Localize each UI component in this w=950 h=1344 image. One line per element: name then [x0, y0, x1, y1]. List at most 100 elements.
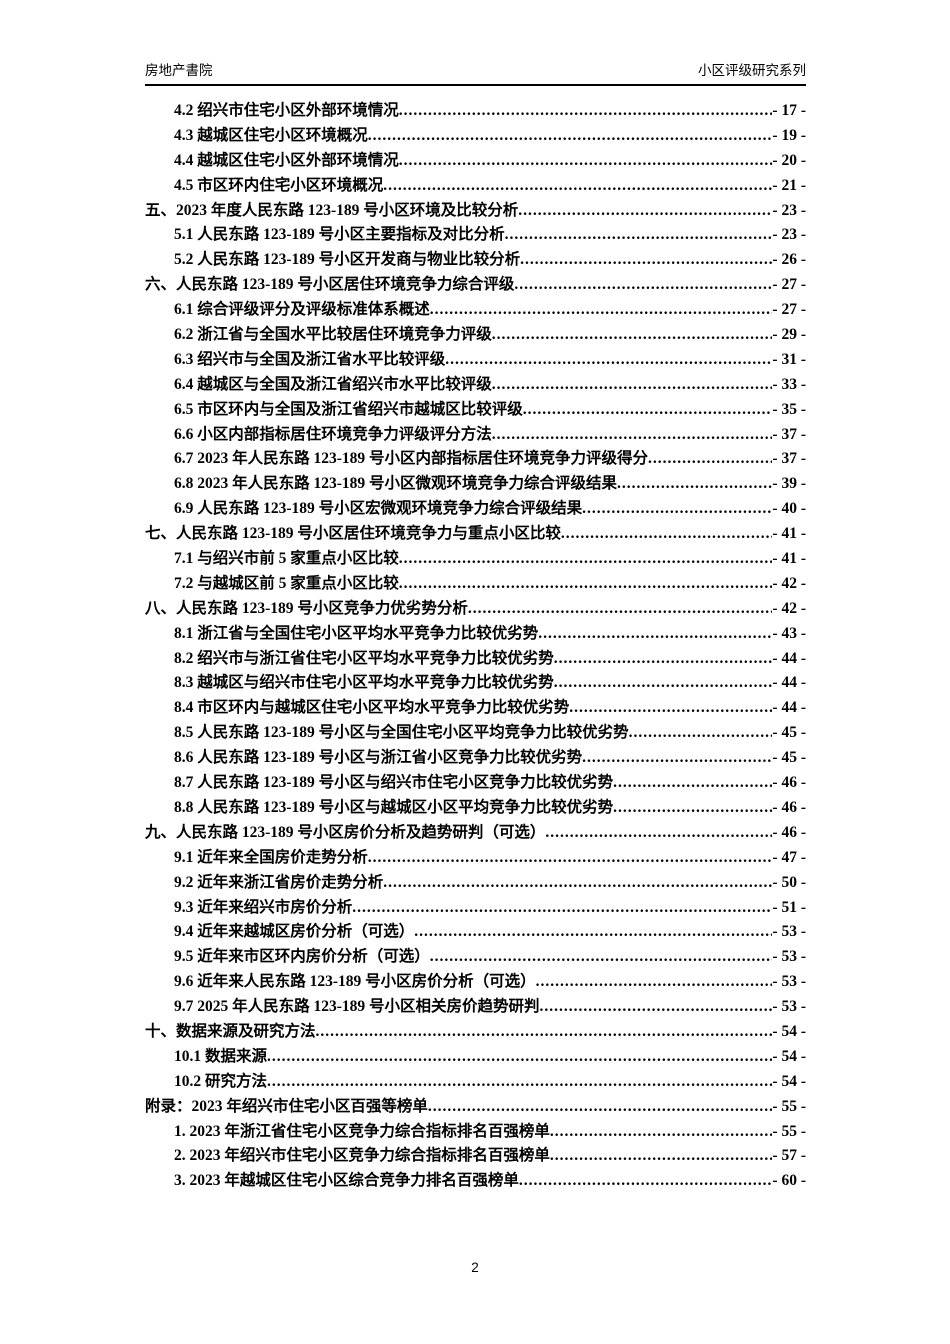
toc-entry-page-number: - 53 - — [772, 923, 806, 941]
toc-entry-title: 5.1 人民东路 123-189 号小区主要指标及对比分析 — [174, 226, 505, 244]
toc-entry[interactable]: 9.5 近年来市区环内房价分析（可选） - 53 - — [145, 945, 806, 970]
toc-entry[interactable]: 9.6 近年来人民东路 123-189 号小区房价分析（可选） - 53 - — [145, 970, 806, 995]
toc-entry-title: 8.5 人民东路 123-189 号小区与全国住宅小区平均竞争力比较优劣势 — [174, 724, 629, 742]
toc-entry[interactable]: 十、数据来源及研究方法 - 54 - — [145, 1020, 806, 1045]
toc-entry[interactable]: 10.2 研究方法 - 54 - — [145, 1070, 806, 1095]
toc-entry[interactable]: 八、人民东路 123-189 号小区竞争力优劣势分析 - 42 - — [145, 597, 806, 622]
toc-dot-leader — [545, 821, 772, 846]
toc-entry[interactable]: 8.7 人民东路 123-189 号小区与绍兴市住宅小区竞争力比较优劣势 - 4… — [145, 771, 806, 796]
toc-entry-page-number: - 46 - — [772, 774, 806, 792]
toc-entry[interactable]: 8.5 人民东路 123-189 号小区与全国住宅小区平均竞争力比较优劣势 - … — [145, 721, 806, 746]
toc-entry-title: 8.3 越城区与绍兴市住宅小区平均水平竞争力比较优劣势 — [174, 674, 554, 692]
toc-entry[interactable]: 7.1 与绍兴市前 5 家重点小区比较 - 41 - — [145, 547, 806, 572]
toc-entry[interactable]: 8.3 越城区与绍兴市住宅小区平均水平竞争力比较优劣势 - 44 - — [145, 671, 806, 696]
toc-entry-title: 六、人民东路 123-189 号小区居住环境竞争力综合评级 — [145, 276, 515, 294]
toc-entry-page-number: - 53 - — [772, 998, 806, 1016]
toc-dot-leader — [399, 572, 773, 597]
toc-entry-title: 九、人民东路 123-189 号小区房价分析及趋势研判（可选） — [145, 823, 546, 841]
toc-entry-title: 10.2 研究方法 — [174, 1072, 268, 1090]
toc-dot-leader — [550, 1144, 773, 1169]
toc-entry-title: 8.8 人民东路 123-189 号小区与越城区小区平均竞争力比较优劣势 — [174, 798, 614, 816]
toc-entry-title: 十、数据来源及研究方法 — [145, 1022, 316, 1040]
toc-entry[interactable]: 七、人民东路 123-189 号小区居住环境竞争力与重点小区比较 - 41 - — [145, 522, 806, 547]
toc-entry-title: 8.6 人民东路 123-189 号小区与浙江省小区竞争力比较优劣势 — [174, 749, 583, 767]
toc-entry[interactable]: 6.2 浙江省与全国水平比较居住环境竞争力评级 - 29 - — [145, 323, 806, 348]
toc-entry[interactable]: 8.1 浙江省与全国住宅小区平均水平竞争力比较优劣势 - 43 - — [145, 622, 806, 647]
toc-entry-page-number: - 19 - — [772, 126, 806, 144]
header-left-title: 房地产書院 — [145, 63, 213, 78]
toc-entry-page-number: - 23 - — [772, 201, 806, 219]
toc-entry[interactable]: 4.3 越城区住宅小区环境概况 - 19 - — [145, 124, 806, 149]
toc-entry-title: 4.4 越城区住宅小区外部环境情况 — [174, 151, 399, 169]
toc-entry-title: 1. 2023 年浙江省住宅小区竞争力综合指标排名百强榜单 — [174, 1122, 550, 1140]
toc-entry[interactable]: 9.1 近年来全国房价走势分析 - 47 - — [145, 846, 806, 871]
toc-dot-leader — [613, 796, 772, 821]
toc-entry-page-number: - 42 - — [772, 599, 806, 617]
toc-dot-leader — [582, 746, 772, 771]
toc-entry[interactable]: 6.7 2023 年人民东路 123-189 号小区内部指标居住环境竞争力评级得… — [145, 447, 806, 472]
toc-entry[interactable]: 6.5 市区环内与全国及浙江省绍兴市越城区比较评级 - 35 - — [145, 398, 806, 423]
toc-dot-leader — [445, 348, 772, 373]
toc-entry-page-number: - 55 - — [772, 1122, 806, 1140]
toc-entry[interactable]: 6.9 人民东路 123-189 号小区宏微观环境竞争力综合评级结果 - 40 … — [145, 497, 806, 522]
toc-dot-leader — [550, 1120, 773, 1145]
toc-entry[interactable]: 9.2 近年来浙江省房价走势分析 - 50 - — [145, 871, 806, 896]
toc-entry[interactable]: 4.5 市区环内住宅小区环境概况 - 21 - — [145, 174, 806, 199]
toc-entry[interactable]: 10.1 数据来源 - 54 - — [145, 1045, 806, 1070]
toc-entry-page-number: - 50 - — [772, 873, 806, 891]
toc-entry-page-number: - 23 - — [772, 226, 806, 244]
toc-entry[interactable]: 附录：2023 年绍兴市住宅小区百强等榜单 - 55 - — [145, 1095, 806, 1120]
toc-entry-page-number: - 53 - — [772, 973, 806, 991]
toc-entry-title: 9.6 近年来人民东路 123-189 号小区房价分析（可选） — [174, 973, 536, 991]
toc-entry[interactable]: 4.2 绍兴市住宅小区外部环境情况 - 17 - — [145, 99, 806, 124]
toc-entry[interactable]: 6.8 2023 年人民东路 123-189 号小区微观环境竞争力综合评级结果 … — [145, 472, 806, 497]
table-of-contents: 4.2 绍兴市住宅小区外部环境情况 - 17 - 4.3 越城区住宅小区环境概况… — [145, 99, 806, 1194]
toc-dot-leader — [352, 896, 772, 921]
toc-entry[interactable]: 8.4 市区环内与越城区住宅小区平均水平竞争力比较优劣势 - 44 - — [145, 696, 806, 721]
toc-entry[interactable]: 6.1 综合评级评分及评级标准体系概述 - 27 - — [145, 298, 806, 323]
toc-entry[interactable]: 6.6 小区内部指标居住环境竞争力评级评分方法 - 37 - — [145, 423, 806, 448]
toc-entry-title: 3. 2023 年越城区住宅小区综合竞争力排名百强榜单 — [174, 1172, 519, 1190]
toc-entry[interactable]: 9.4 近年来越城区房价分析（可选） - 53 - — [145, 920, 806, 945]
toc-entry-page-number: - 45 - — [772, 724, 806, 742]
toc-entry-page-number: - 42 - — [772, 574, 806, 592]
toc-dot-leader — [514, 273, 772, 298]
toc-entry[interactable]: 9.7 2025 年人民东路 123-189 号小区相关房价趋势研判 - 53 … — [145, 995, 806, 1020]
toc-dot-leader — [492, 373, 773, 398]
toc-entry[interactable]: 5.2 人民东路 123-189 号小区开发商与物业比较分析 - 26 - — [145, 248, 806, 273]
toc-entry-title: 6.1 综合评级评分及评级标准体系概述 — [174, 301, 430, 319]
toc-entry-page-number: - 44 - — [772, 674, 806, 692]
toc-entry[interactable]: 7.2 与越城区前 5 家重点小区比较 - 42 - — [145, 572, 806, 597]
toc-entry[interactable]: 九、人民东路 123-189 号小区房价分析及趋势研判（可选） - 46 - — [145, 821, 806, 846]
toc-dot-leader — [368, 846, 773, 871]
toc-entry[interactable]: 4.4 越城区住宅小区外部环境情况 - 20 - — [145, 149, 806, 174]
toc-dot-leader — [399, 149, 773, 174]
toc-entry[interactable]: 6.3 绍兴市与全国及浙江省水平比较评级 - 31 - — [145, 348, 806, 373]
toc-dot-leader — [383, 174, 772, 199]
toc-entry[interactable]: 6.4 越城区与全国及浙江省绍兴市水平比较评级 - 33 - — [145, 373, 806, 398]
toc-entry[interactable]: 2. 2023 年绍兴市住宅小区竞争力综合指标排名百强榜单 - 57 - — [145, 1144, 806, 1169]
toc-entry-page-number: - 41 - — [772, 525, 806, 543]
toc-entry-title: 6.6 小区内部指标居住环境竞争力评级评分方法 — [174, 425, 492, 443]
toc-dot-leader — [629, 721, 773, 746]
toc-entry-title: 八、人民东路 123-189 号小区竞争力优劣势分析 — [145, 599, 468, 617]
toc-entry-page-number: - 44 - — [772, 699, 806, 717]
toc-entry[interactable]: 5.1 人民东路 123-189 号小区主要指标及对比分析 - 23 - — [145, 223, 806, 248]
page-header: 房地产書院 小区评级研究系列 — [145, 0, 806, 86]
toc-entry[interactable]: 3. 2023 年越城区住宅小区综合竞争力排名百强榜单 - 60 - — [145, 1169, 806, 1194]
toc-entry-title: 8.2 绍兴市与浙江省住宅小区平均水平竞争力比较优劣势 — [174, 649, 554, 667]
toc-entry-page-number: - 45 - — [772, 749, 806, 767]
toc-entry[interactable]: 8.8 人民东路 123-189 号小区与越城区小区平均竞争力比较优劣势 - 4… — [145, 796, 806, 821]
toc-entry-page-number: - 31 - — [772, 350, 806, 368]
toc-dot-leader — [428, 1095, 773, 1120]
toc-entry[interactable]: 9.3 近年来绍兴市房价分析 - 51 - — [145, 896, 806, 921]
toc-entry[interactable]: 8.2 绍兴市与浙江省住宅小区平均水平竞争力比较优劣势 - 44 - — [145, 647, 806, 672]
toc-entry-page-number: - 54 - — [772, 1072, 806, 1090]
toc-entry[interactable]: 8.6 人民东路 123-189 号小区与浙江省小区竞争力比较优劣势 - 45 … — [145, 746, 806, 771]
toc-entry[interactable]: 六、人民东路 123-189 号小区居住环境竞争力综合评级 - 27 - — [145, 273, 806, 298]
toc-entry-page-number: - 37 - — [772, 450, 806, 468]
toc-entry[interactable]: 1. 2023 年浙江省住宅小区竞争力综合指标排名百强榜单 - 55 - — [145, 1120, 806, 1145]
toc-entry[interactable]: 五、2023 年度人民东路 123-189 号小区环境及比较分析 - 23 - — [145, 199, 806, 224]
toc-entry-page-number: - 17 - — [772, 102, 806, 119]
header-right-title: 小区评级研究系列 — [698, 63, 806, 78]
